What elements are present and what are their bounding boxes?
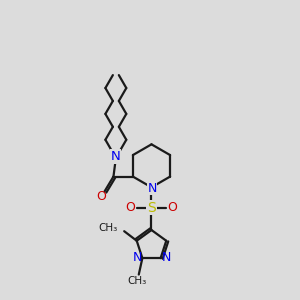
Text: N: N: [111, 150, 121, 163]
Text: N: N: [147, 182, 157, 195]
Text: N: N: [132, 251, 142, 264]
Text: S: S: [147, 201, 156, 214]
Text: N: N: [161, 251, 171, 264]
Text: CH₃: CH₃: [98, 223, 118, 232]
Text: O: O: [167, 201, 177, 214]
Text: O: O: [97, 190, 106, 203]
Text: CH₃: CH₃: [128, 276, 147, 286]
Text: O: O: [126, 201, 136, 214]
